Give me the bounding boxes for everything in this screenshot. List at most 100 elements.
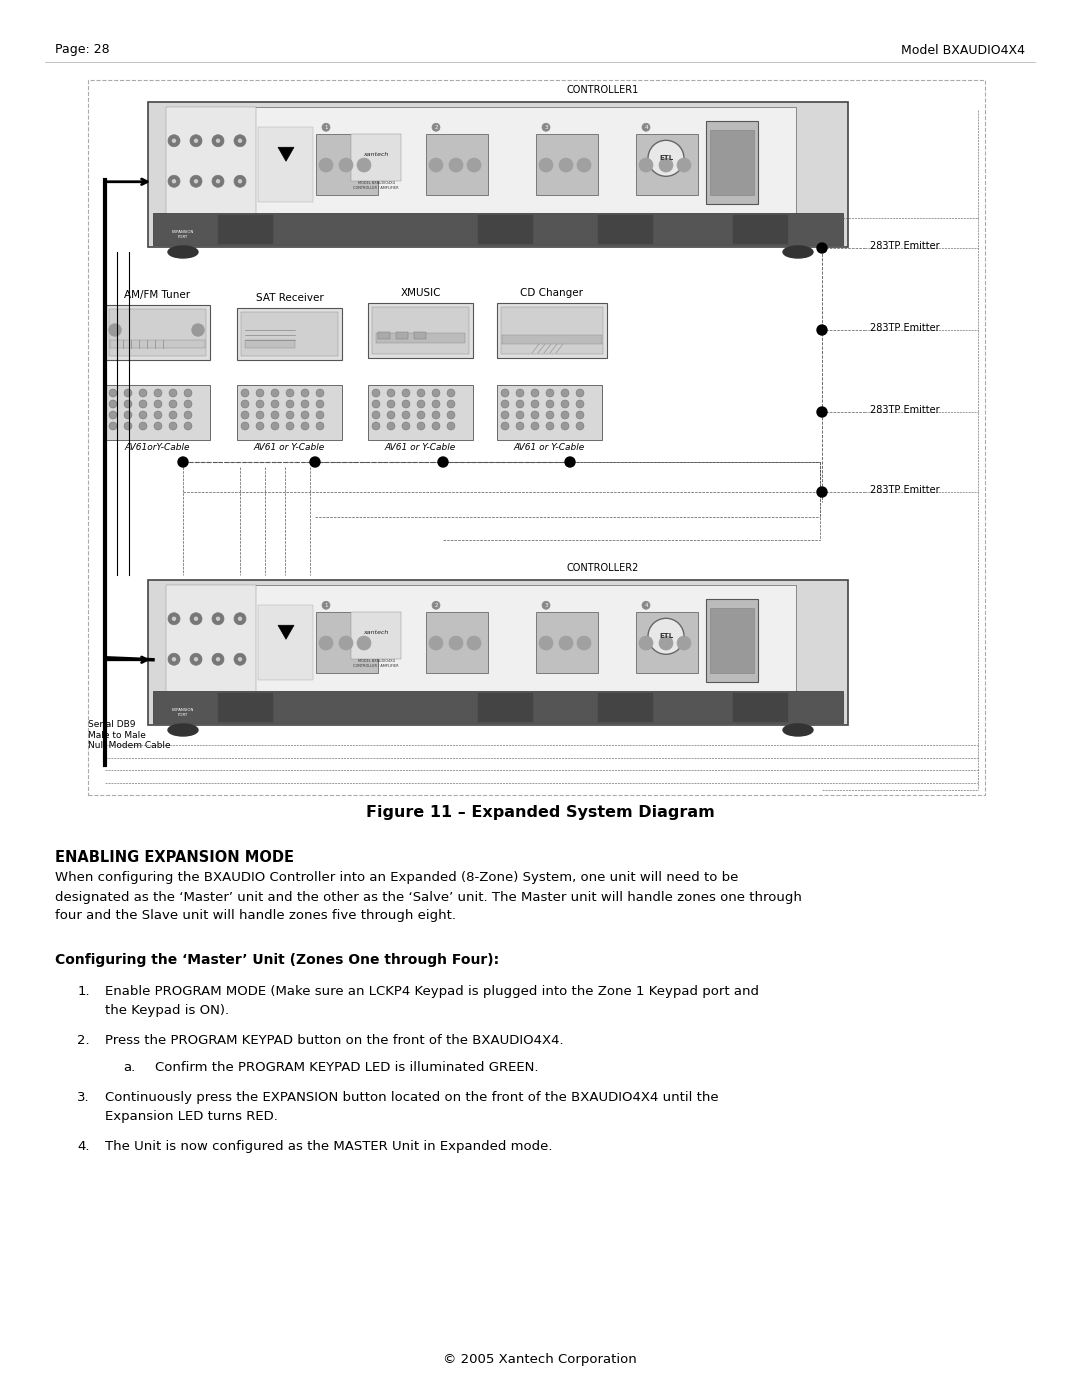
Bar <box>166 585 796 719</box>
Text: four and the Slave unit will handle zones five through eight.: four and the Slave unit will handle zone… <box>55 909 456 922</box>
Circle shape <box>241 411 249 419</box>
Circle shape <box>190 134 202 147</box>
Circle shape <box>124 400 132 408</box>
Text: CD Changer: CD Changer <box>521 288 583 298</box>
Circle shape <box>212 613 224 624</box>
Circle shape <box>516 422 524 430</box>
Circle shape <box>216 658 219 661</box>
Text: Continuously press the EXPANSION button located on the front of the BXAUDIO4X4 u: Continuously press the EXPANSION button … <box>105 1091 718 1104</box>
Circle shape <box>212 175 224 187</box>
Circle shape <box>432 388 440 397</box>
Circle shape <box>417 422 426 430</box>
Circle shape <box>372 400 380 408</box>
Text: CONTROLLER2: CONTROLLER2 <box>567 563 639 573</box>
Circle shape <box>387 388 395 397</box>
Circle shape <box>447 388 455 397</box>
Text: AV61orY-Cable: AV61orY-Cable <box>125 443 190 453</box>
Circle shape <box>109 400 117 408</box>
Circle shape <box>577 158 591 172</box>
Circle shape <box>576 422 584 430</box>
Text: 1.: 1. <box>78 985 90 997</box>
Circle shape <box>139 411 147 419</box>
Polygon shape <box>278 147 294 161</box>
Bar <box>258 605 313 679</box>
Bar <box>706 120 758 204</box>
Bar <box>536 134 598 194</box>
Circle shape <box>516 388 524 397</box>
Circle shape <box>216 140 219 142</box>
Circle shape <box>539 158 553 172</box>
Circle shape <box>372 422 380 430</box>
Text: Model BXAUDIO4X4: Model BXAUDIO4X4 <box>901 43 1025 56</box>
Circle shape <box>234 134 246 147</box>
Circle shape <box>173 140 175 142</box>
Circle shape <box>184 411 192 419</box>
Circle shape <box>301 388 309 397</box>
Circle shape <box>516 411 524 419</box>
Text: When configuring the BXAUDIO Controller into an Expanded (8-Zone) System, one un: When configuring the BXAUDIO Controller … <box>55 872 739 884</box>
Circle shape <box>241 422 249 430</box>
Text: 3: 3 <box>544 602 548 608</box>
Circle shape <box>417 400 426 408</box>
Ellipse shape <box>783 724 813 736</box>
Circle shape <box>173 180 175 183</box>
Circle shape <box>271 422 279 430</box>
Circle shape <box>168 411 177 419</box>
Circle shape <box>241 388 249 397</box>
Bar <box>368 386 473 440</box>
Text: 2.: 2. <box>78 1034 90 1046</box>
Circle shape <box>168 654 180 665</box>
Circle shape <box>194 180 198 183</box>
Text: SAT Receiver: SAT Receiver <box>256 293 323 303</box>
Circle shape <box>501 422 509 430</box>
Circle shape <box>316 400 324 408</box>
Text: 2: 2 <box>434 124 437 130</box>
Circle shape <box>194 617 198 620</box>
Circle shape <box>639 636 653 650</box>
Circle shape <box>271 411 279 419</box>
Bar <box>218 693 273 722</box>
Text: 3.: 3. <box>78 1091 90 1104</box>
Circle shape <box>316 422 324 430</box>
Circle shape <box>639 158 653 172</box>
Circle shape <box>432 601 440 609</box>
Circle shape <box>139 400 147 408</box>
Text: xantech: xantech <box>363 152 389 156</box>
Circle shape <box>501 388 509 397</box>
Bar <box>316 612 378 673</box>
Circle shape <box>109 324 121 337</box>
Circle shape <box>561 388 569 397</box>
Circle shape <box>576 411 584 419</box>
Circle shape <box>546 388 554 397</box>
Circle shape <box>357 636 372 650</box>
Circle shape <box>565 457 575 467</box>
Circle shape <box>417 411 426 419</box>
Text: CONTROLLER1: CONTROLLER1 <box>567 85 639 95</box>
Text: Page: 28: Page: 28 <box>55 43 110 56</box>
Circle shape <box>501 411 509 419</box>
Bar <box>497 386 602 440</box>
Circle shape <box>576 388 584 397</box>
Text: EXPANSION
PORT: EXPANSION PORT <box>172 708 194 717</box>
Circle shape <box>319 636 333 650</box>
Circle shape <box>139 388 147 397</box>
Circle shape <box>539 636 553 650</box>
Circle shape <box>447 400 455 408</box>
Circle shape <box>310 457 320 467</box>
Circle shape <box>542 123 550 131</box>
Circle shape <box>429 636 443 650</box>
Circle shape <box>501 400 509 408</box>
Circle shape <box>184 422 192 430</box>
Circle shape <box>357 158 372 172</box>
Bar <box>710 608 754 673</box>
Circle shape <box>139 422 147 430</box>
Bar <box>166 585 256 719</box>
Bar <box>368 303 473 358</box>
Polygon shape <box>278 626 294 640</box>
Circle shape <box>559 158 573 172</box>
Circle shape <box>387 411 395 419</box>
Circle shape <box>447 422 455 430</box>
Circle shape <box>192 324 204 337</box>
Circle shape <box>432 123 440 131</box>
Circle shape <box>109 422 117 430</box>
